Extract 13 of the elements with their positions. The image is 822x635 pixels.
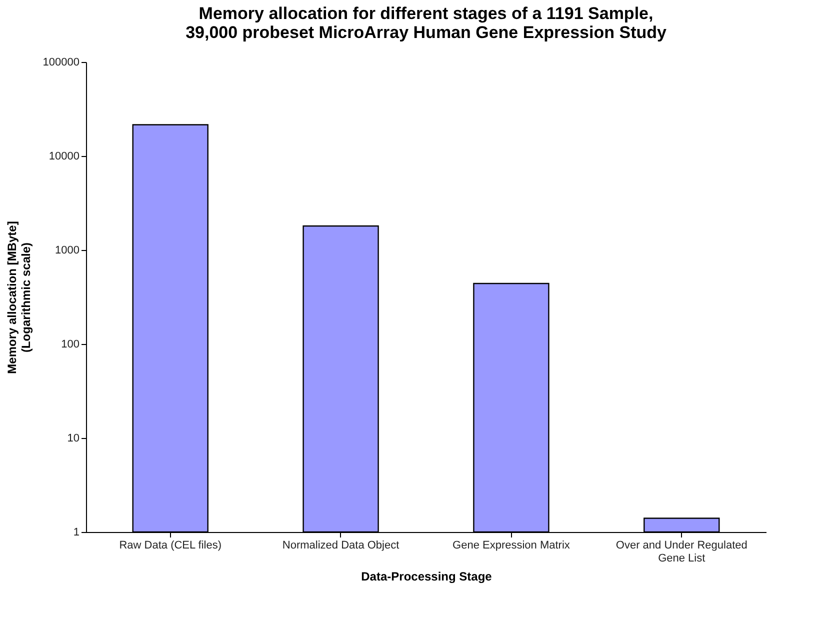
- y-tick-label: 1: [73, 526, 80, 538]
- y-tick-label: 100000: [42, 56, 80, 68]
- y-tick-label: 10: [67, 432, 80, 444]
- y-tick-label: 10000: [48, 150, 80, 162]
- x-tick-label: Raw Data (CEL files): [119, 540, 222, 552]
- y-tick-label: 1000: [55, 244, 80, 256]
- y-axis-title: Memory allocation [MByte] (Logarithmic scale): [4, 221, 33, 374]
- y-tick-label: 100: [61, 338, 80, 350]
- x-tick-label: Normalized Data Object: [282, 540, 400, 552]
- x-axis-title: Data-Processing Stage: [361, 570, 492, 584]
- chart-title: Memory allocation for different stages of a 1191 Sample, 39,000 probeset MicroArray Human Gene Expression Study: [186, 4, 667, 42]
- x-tick-label: Over and Under Regulated Gene List: [616, 540, 748, 564]
- x-tick-label: Gene Expression Matrix: [452, 540, 570, 552]
